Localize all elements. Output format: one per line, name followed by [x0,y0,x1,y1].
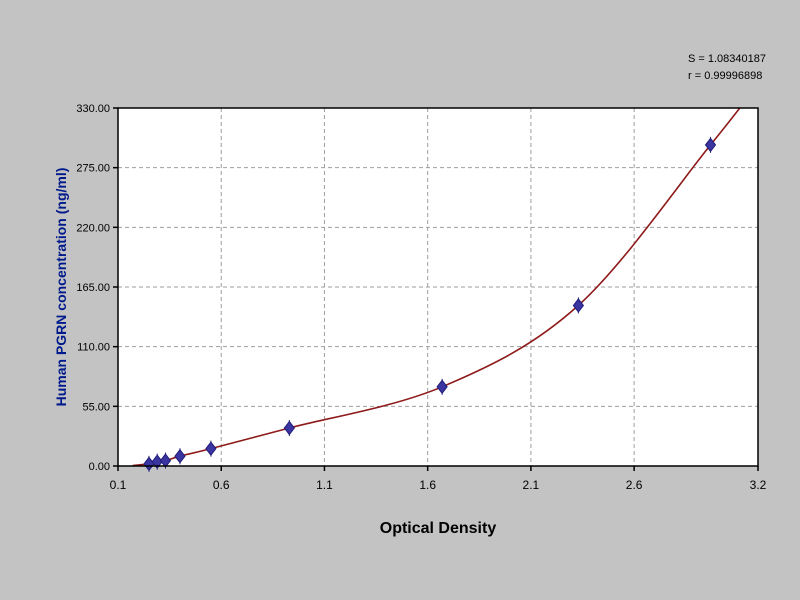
x-tick-label: 1.1 [316,478,333,492]
tick-label-layer: 0.1 0.6 1.1 1.6 2.1 2.6 3.2 0.00 55.00 110.00 165.… [76,103,766,492]
point-marker [159,453,172,468]
y-tick-label: 330.00 [76,103,110,115]
x-tick-label: 0.1 [110,478,127,492]
y-tick-label: 0.00 [89,461,110,473]
y-tick-label: 55.00 [82,401,110,413]
x-tick-label: 1.6 [419,478,436,492]
point-marker [205,441,217,456]
data-point [174,448,186,465]
point-marker [436,379,448,395]
data-point [283,420,295,437]
point-marker [174,448,186,464]
stat-r-annotation: r = 0.99996898 [688,70,762,82]
x-tick-label: 0.6 [213,478,230,492]
grid-layer [118,108,758,466]
stat-s-annotation: S = 1.08340187 [688,53,766,65]
data-point [572,297,585,314]
x-tick-label: 3.2 [750,478,767,492]
y-tick-label: 110.00 [77,342,110,354]
y-tick-label: 165.00 [76,282,110,294]
point-marker [704,137,717,153]
point-marker [283,420,295,436]
y-tick-label: 275.00 [76,163,110,175]
point-marker [572,298,585,313]
y-axis-title: Human PGRN concentration (ng/ml) [53,168,69,407]
data-point [436,378,448,395]
y-tick-label: 220.00 [76,222,110,234]
x-axis-title: Optical Density [380,520,497,537]
data-point [151,453,163,470]
data-point [704,136,717,153]
tick-layer [113,107,759,471]
x-tick-label: 2.6 [626,478,643,492]
x-tick-label: 2.1 [523,478,540,492]
data-point [205,440,217,457]
plot-background [118,108,758,466]
point-marker [151,454,163,469]
points-layer [143,136,717,472]
